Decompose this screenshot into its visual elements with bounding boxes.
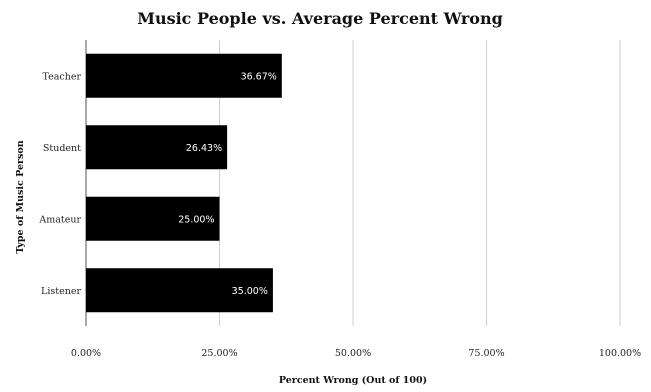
x-tick-label: 75.00% bbox=[468, 348, 504, 359]
bar-student bbox=[86, 125, 228, 170]
bars: 36.67% 26.43% 25.00% 35.00% bbox=[86, 53, 282, 313]
y-tick-label: Teacher bbox=[43, 71, 82, 82]
bar-amateur bbox=[86, 196, 220, 241]
data-label: 35.00% bbox=[232, 286, 268, 297]
bar-listener bbox=[86, 268, 273, 313]
x-tick-label: 0.00% bbox=[71, 348, 101, 359]
x-axis-title: Percent Wrong (Out of 100) bbox=[279, 375, 427, 386]
y-axis-title: Type of Music Person bbox=[15, 140, 26, 253]
y-tick-label: Amateur bbox=[38, 214, 81, 225]
data-label: 26.43% bbox=[186, 143, 222, 154]
data-label: 25.00% bbox=[178, 214, 214, 225]
x-tick-labels: 0.00% 25.00% 50.00% 75.00% 100.00% bbox=[71, 348, 641, 359]
data-label: 36.67% bbox=[241, 71, 277, 82]
chart-title: Music People vs. Average Percent Wrong bbox=[137, 9, 503, 28]
y-tick-label: Student bbox=[43, 143, 81, 154]
bar-teacher bbox=[86, 53, 282, 98]
x-tick-label: 50.00% bbox=[335, 348, 371, 359]
x-tick-label: 100.00% bbox=[599, 348, 641, 359]
y-tick-label: Listener bbox=[41, 286, 81, 297]
y-tick-labels: Teacher Student Amateur Listener bbox=[38, 71, 81, 297]
x-tick-label: 25.00% bbox=[201, 348, 237, 359]
